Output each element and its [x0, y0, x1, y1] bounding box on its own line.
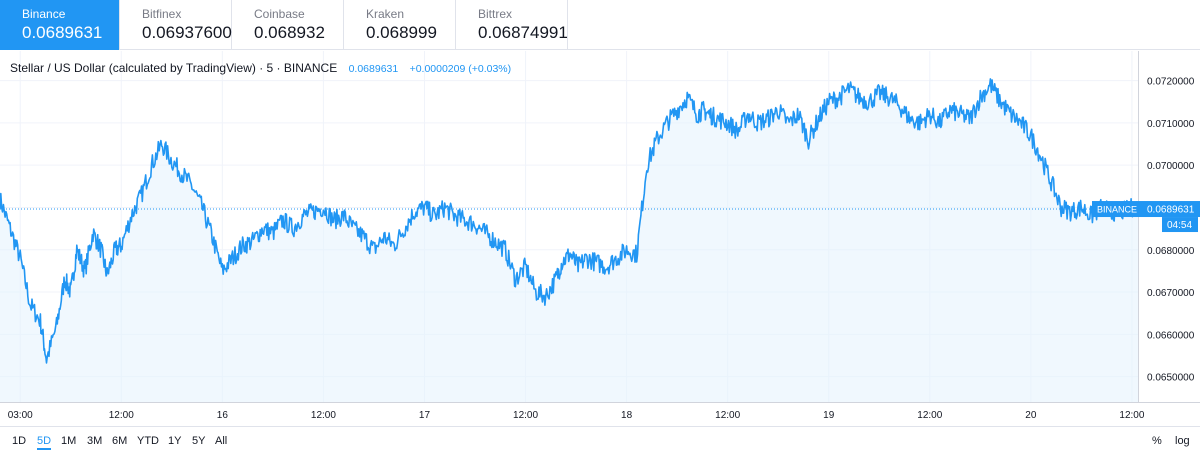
y-tick-label: 0.0660000: [1147, 330, 1195, 341]
exchange-price: 0.06937600: [142, 23, 232, 42]
x-tick-label: 12:00: [311, 410, 336, 421]
x-tick-label: 12:00: [109, 410, 134, 421]
range-all-button[interactable]: All: [215, 435, 228, 447]
exchange-name: Kraken: [366, 7, 405, 21]
exchange-tab-bittrex[interactable]: Bittrex 0.06874991: [456, 0, 568, 50]
y-tick-label: 0.0710000: [1147, 119, 1195, 130]
y-tick-label: 0.0680000: [1147, 246, 1195, 257]
exchange-selector: Binance 0.0689631 Bitfinex 0.06937600 Co…: [0, 0, 1200, 50]
range-5d-button[interactable]: 5D: [37, 435, 52, 450]
range-1m-button[interactable]: 1M: [61, 435, 77, 447]
bottom-toolbar: 1D 5D 1M 3M 6M YTD 1Y 5Y All % log: [0, 426, 1200, 458]
exchange-price: 0.0689631: [22, 23, 103, 42]
range-1d-button[interactable]: 1D: [12, 435, 27, 447]
x-tick-label: 03:00: [8, 410, 33, 421]
range-6m-button[interactable]: 6M: [112, 435, 128, 447]
last-price-value: 0.0689631: [1147, 205, 1195, 216]
range-3m-button[interactable]: 3M: [87, 435, 103, 447]
range-5y-button[interactable]: 5Y: [192, 435, 206, 447]
x-tick-label: 17: [419, 410, 431, 421]
x-tick-label: 12:00: [1119, 410, 1144, 421]
x-tick-label: 18: [621, 410, 633, 421]
range-ytd-button[interactable]: YTD: [137, 435, 159, 447]
x-tick-label: 12:00: [917, 410, 942, 421]
exchange-name: Bittrex: [478, 7, 513, 21]
legend-price: 0.0689631: [348, 63, 399, 75]
exchange-name: Binance: [22, 7, 66, 21]
legend-change: +0.0000209 (+0.03%): [409, 63, 512, 75]
y-tick-label: 0.0720000: [1147, 77, 1195, 88]
x-tick-label: 12:00: [715, 410, 740, 421]
y-tick-label: 0.0650000: [1147, 373, 1195, 384]
exchange-name: Coinbase: [254, 7, 305, 21]
price-line: [0, 78, 1139, 364]
x-tick-label: 12:00: [513, 410, 538, 421]
exchange-tab-bitfinex[interactable]: Bitfinex 0.06937600: [120, 0, 232, 50]
exchange-tab-binance[interactable]: Binance 0.0689631: [0, 0, 120, 50]
last-price-badge: [1092, 201, 1200, 218]
percent-scale-toggle[interactable]: %: [1152, 435, 1162, 447]
x-tick-label: 16: [217, 410, 229, 421]
y-tick-label: 0.0700000: [1147, 161, 1195, 172]
last-price-exchange: BINANCE: [1097, 205, 1137, 215]
countdown-badge: [1162, 217, 1198, 233]
candle-countdown: 04:54: [1167, 220, 1192, 231]
range-1y-button[interactable]: 1Y: [168, 435, 182, 447]
exchange-tab-kraken[interactable]: Kraken 0.068999: [344, 0, 456, 50]
chart-legend: Stellar / US Dollar (calculated by Tradi…: [10, 60, 511, 77]
exchange-price: 0.068999: [366, 23, 437, 42]
x-tick-label: 20: [1025, 410, 1037, 421]
x-tick-label: 19: [823, 410, 835, 421]
exchange-price: 0.06874991: [478, 23, 568, 42]
y-tick-label: 0.0670000: [1147, 288, 1195, 299]
price-chart[interactable]: 0.0650000 0.0660000 0.0670000 0.0680000 0.06…: [0, 51, 1200, 426]
price-area-fill: [0, 78, 1138, 403]
log-scale-toggle[interactable]: log: [1175, 435, 1190, 447]
symbol-title: Stellar / US Dollar (calculated by Tradi…: [10, 61, 338, 75]
exchange-name: Bitfinex: [142, 7, 182, 21]
exchange-price: 0.068932: [254, 23, 325, 42]
exchange-tab-coinbase[interactable]: Coinbase 0.068932: [232, 0, 344, 50]
